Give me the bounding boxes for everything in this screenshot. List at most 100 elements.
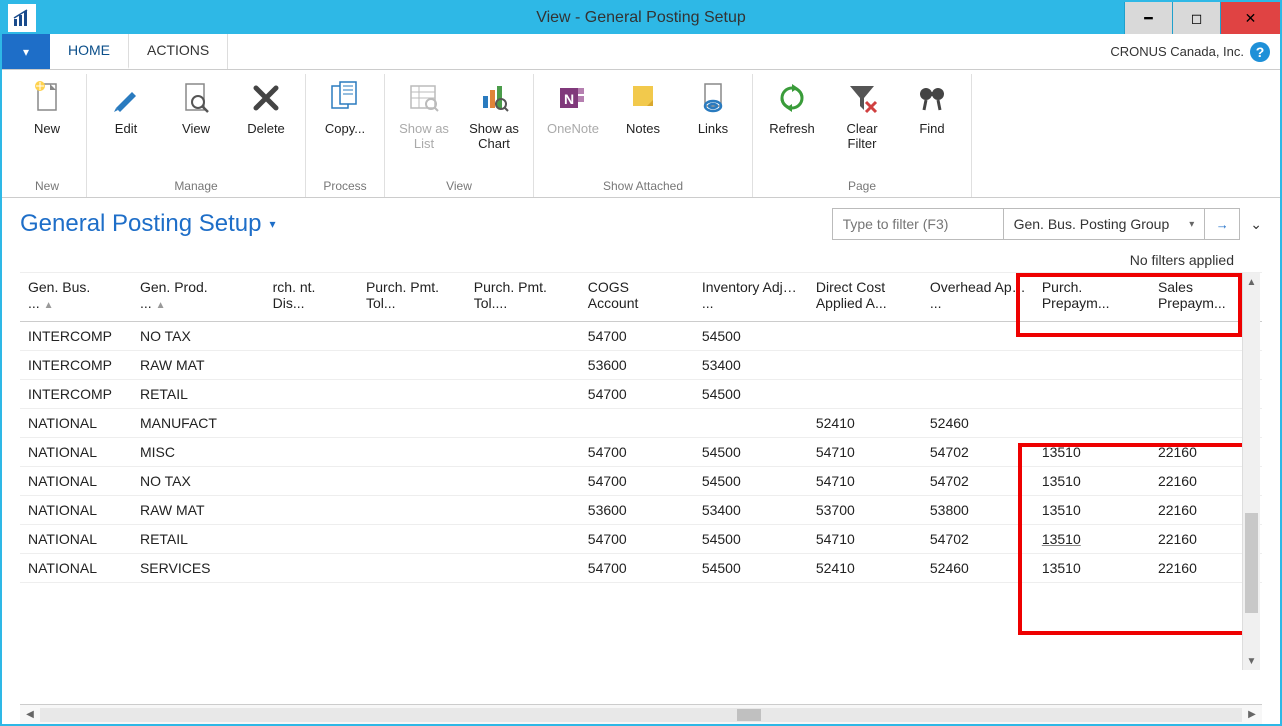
table-row[interactable]: NATIONALRETAIL54700545005471054702135102…: [20, 524, 1262, 553]
table-cell[interactable]: [358, 553, 466, 582]
table-row[interactable]: NATIONALNO TAX54700545005471054702135102…: [20, 466, 1262, 495]
clear-filter-button[interactable]: Clear Filter: [829, 74, 895, 177]
filter-input[interactable]: [833, 216, 1003, 232]
table-cell[interactable]: NATIONAL: [20, 524, 132, 553]
table-cell[interactable]: [694, 408, 808, 437]
table-cell[interactable]: INTERCOMP: [20, 350, 132, 379]
table-cell[interactable]: 54702: [922, 524, 1034, 553]
table-cell[interactable]: 52410: [808, 553, 922, 582]
table-cell[interactable]: [1034, 379, 1150, 408]
table-cell[interactable]: NATIONAL: [20, 437, 132, 466]
table-cell[interactable]: [1034, 408, 1150, 437]
column-header[interactable]: Direct CostApplied A...: [808, 273, 922, 321]
table-row[interactable]: INTERCOMPRAW MAT5360053400: [20, 350, 1262, 379]
table-cell[interactable]: 54710: [808, 437, 922, 466]
table-cell[interactable]: [466, 553, 580, 582]
filter-apply-button[interactable]: →: [1205, 217, 1239, 232]
table-cell[interactable]: 53700: [808, 495, 922, 524]
table-cell[interactable]: [358, 379, 466, 408]
table-cell[interactable]: [922, 379, 1034, 408]
table-cell[interactable]: 54700: [580, 321, 694, 350]
table-cell[interactable]: [922, 321, 1034, 350]
table-cell[interactable]: 54700: [580, 437, 694, 466]
table-cell[interactable]: 13510: [1034, 553, 1150, 582]
horizontal-scrollbar[interactable]: ◀ ▶: [20, 704, 1262, 724]
table-cell[interactable]: NATIONAL: [20, 495, 132, 524]
notes-button[interactable]: Notes: [610, 74, 676, 177]
table-cell[interactable]: NO TAX: [132, 466, 265, 495]
column-header[interactable]: COGSAccount: [580, 273, 694, 321]
table-cell[interactable]: 54500: [694, 437, 808, 466]
table-cell[interactable]: [358, 350, 466, 379]
table-cell[interactable]: INTERCOMP: [20, 321, 132, 350]
view-button[interactable]: View: [163, 74, 229, 177]
refresh-button[interactable]: Refresh: [759, 74, 825, 177]
table-cell[interactable]: NATIONAL: [20, 466, 132, 495]
table-cell[interactable]: [808, 350, 922, 379]
table-cell[interactable]: [1034, 350, 1150, 379]
table-cell[interactable]: 53800: [922, 495, 1034, 524]
table-cell[interactable]: [358, 321, 466, 350]
maximize-button[interactable]: ◻: [1172, 2, 1220, 34]
table-cell[interactable]: INTERCOMP: [20, 379, 132, 408]
table-cell[interactable]: 54702: [922, 466, 1034, 495]
table-cell[interactable]: [358, 524, 466, 553]
tab-actions[interactable]: ACTIONS: [129, 34, 228, 69]
new-button[interactable]: New: [14, 74, 80, 177]
table-cell[interactable]: 54710: [808, 524, 922, 553]
table-cell[interactable]: 54500: [694, 379, 808, 408]
table-cell[interactable]: [1034, 321, 1150, 350]
expand-filter-button[interactable]: ⌄: [1250, 216, 1262, 233]
delete-button[interactable]: Delete: [233, 74, 299, 177]
table-cell[interactable]: 52460: [922, 553, 1034, 582]
scroll-left-icon[interactable]: ◀: [20, 709, 40, 720]
table-cell[interactable]: [265, 321, 358, 350]
help-icon[interactable]: ?: [1250, 42, 1270, 62]
table-cell[interactable]: [265, 495, 358, 524]
table-cell[interactable]: [265, 553, 358, 582]
table-cell[interactable]: [265, 437, 358, 466]
table-cell[interactable]: MISC: [132, 437, 265, 466]
table-cell[interactable]: 13510: [1034, 524, 1150, 553]
table-cell[interactable]: [265, 350, 358, 379]
table-cell[interactable]: RETAIL: [132, 524, 265, 553]
edit-button[interactable]: Edit: [93, 74, 159, 177]
table-cell[interactable]: SERVICES: [132, 553, 265, 582]
table-cell[interactable]: [466, 350, 580, 379]
copy-button[interactable]: Copy...: [312, 74, 378, 177]
table-cell[interactable]: NATIONAL: [20, 553, 132, 582]
minimize-button[interactable]: ━: [1124, 2, 1172, 34]
table-cell[interactable]: [808, 379, 922, 408]
table-cell[interactable]: RAW MAT: [132, 495, 265, 524]
column-header[interactable]: Purch.Prepaym...: [1034, 273, 1150, 321]
table-cell[interactable]: NATIONAL: [20, 408, 132, 437]
app-menu-button[interactable]: ▾: [2, 34, 50, 69]
table-cell[interactable]: 54500: [694, 321, 808, 350]
page-heading[interactable]: General Posting Setup ▾: [20, 210, 276, 238]
table-cell[interactable]: [265, 408, 358, 437]
table-cell[interactable]: [466, 408, 580, 437]
table-cell[interactable]: [466, 321, 580, 350]
table-cell[interactable]: [358, 437, 466, 466]
table-row[interactable]: NATIONALMANUFACT5241052460: [20, 408, 1262, 437]
table-cell[interactable]: [580, 408, 694, 437]
table-cell[interactable]: [358, 408, 466, 437]
close-button[interactable]: ✕: [1220, 2, 1280, 34]
scroll-right-icon[interactable]: ▶: [1242, 709, 1262, 720]
table-cell[interactable]: 53600: [580, 350, 694, 379]
table-row[interactable]: NATIONALSERVICES547005450052410524601351…: [20, 553, 1262, 582]
show-as-list-button[interactable]: Show as List: [391, 74, 457, 177]
column-header[interactable]: rch. nt.Dis...: [265, 273, 358, 321]
table-cell[interactable]: RAW MAT: [132, 350, 265, 379]
table-cell[interactable]: [265, 379, 358, 408]
table-cell[interactable]: [265, 524, 358, 553]
table-row[interactable]: INTERCOMPRETAIL5470054500: [20, 379, 1262, 408]
column-header[interactable]: Gen. Prod....▲: [132, 273, 265, 321]
table-cell[interactable]: 54500: [694, 466, 808, 495]
table-cell[interactable]: [265, 466, 358, 495]
table-cell[interactable]: 13510: [1034, 495, 1150, 524]
table-cell[interactable]: RETAIL: [132, 379, 265, 408]
table-cell[interactable]: 54700: [580, 466, 694, 495]
table-cell[interactable]: NO TAX: [132, 321, 265, 350]
table-cell[interactable]: [466, 437, 580, 466]
